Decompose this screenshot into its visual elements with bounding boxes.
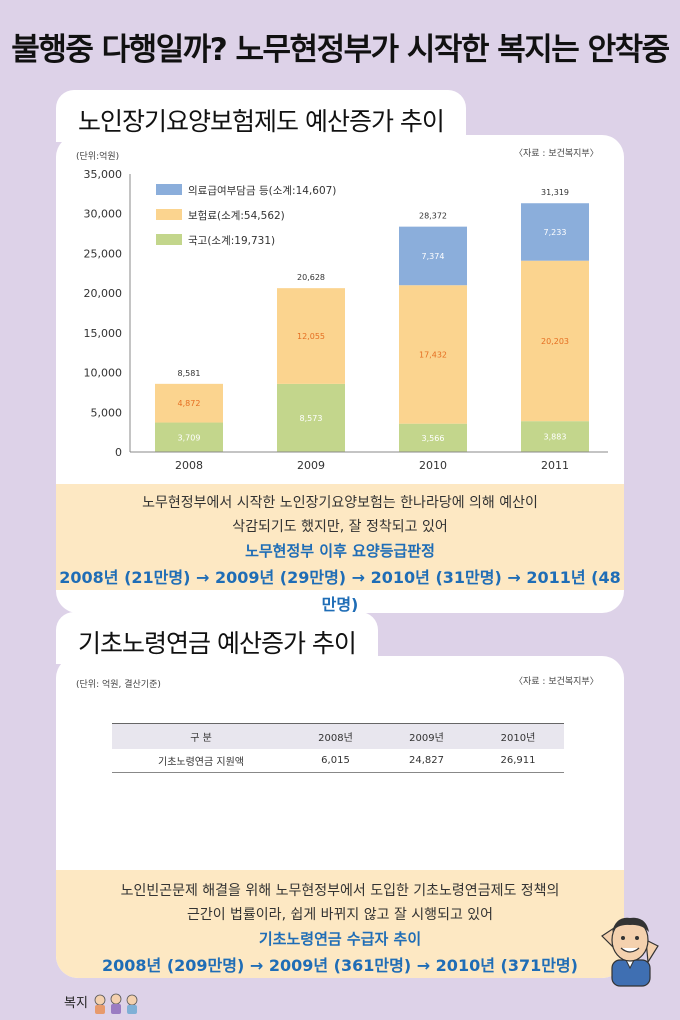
highlight-title: 기초노령연금 수급자 추이 [258,930,422,948]
bar-segment [521,260,589,422]
segment-value-label: 4,872 [178,399,201,408]
section2-tab: 기초노령연금 예산증가 추이 [56,612,378,664]
note-line: 노무현정부에서 시작한 노인장기요양보험는 한나라당에 의해 예산이 [142,495,538,511]
legend-label: 보험료(소계:54,562) [188,210,285,222]
legend-swatch [156,234,182,245]
segment-value-label: 7,374 [422,252,445,261]
table-header: 2010년 [472,723,564,749]
segment-value-label: 7,233 [544,228,567,237]
note-line: 노인빈곤문제 해결을 위해 노무현정부에서 도입한 기초노령연금제도 정책의 [120,883,560,899]
y-tick-label: 30,000 [84,208,123,221]
bar-segment [277,383,345,452]
legend-swatch [156,209,182,220]
bar-segment [399,285,467,424]
bar-segment [521,203,589,261]
table-row: 기초노령연금 지원액 6,015 24,827 26,911 [112,748,564,773]
segment-value-label: 3,883 [544,433,567,442]
x-tick-label: 2008 [175,459,203,472]
bars [155,203,589,452]
y-tick-label: 5,000 [91,406,123,419]
table-unit: (단위: 억원, 결산기준) [76,680,161,690]
main-title: 불행중 다행일까? 노무현정부가 시작한 복지는 안착중 [11,32,670,68]
table-header: 구 분 [112,723,290,749]
y-axis: 0 5,000 10,000 15,000 20,000 25,000 30,000 35,0… [84,168,131,459]
mascot-illustration [601,917,659,987]
y-tick-label: 10,000 [84,367,123,380]
bar-segment [155,422,223,452]
bar-segment [155,383,223,423]
x-tick-label: 2010 [419,459,447,472]
segment-value-label: 20,203 [541,337,569,346]
footer-label: 복지 [64,996,88,1011]
table-source: 〈자료 : 보건복지부〉 [514,677,599,687]
note-line: 삭감되기도 했지만, 잘 정착되고 있어 [232,519,448,535]
legend-label: 의료급여부담금 등(소계:14,607) [188,185,336,197]
total-value-label: 8,581 [178,369,201,378]
table-header: 2009년 [381,723,472,749]
segment-value-label: 3,709 [178,433,201,442]
total-value-label: 20,628 [297,273,325,282]
section1-tab: 노인장기요양보험제도 예산증가 추이 [56,90,466,142]
bar-segment [399,226,467,286]
highlight-data: 2008년 (209만명) → 2009년 (361만명) → 2010년 (3… [102,956,578,975]
y-tick-label: 35,000 [84,168,123,181]
highlight-title: 노무현정부 이후 요양등급판정 [245,542,435,560]
y-tick-label: 0 [115,446,122,459]
section2-note: 노인빈곤문제 해결을 위해 노무현정부에서 도입한 기초노령연금제도 정책의 근… [56,870,624,978]
section2-title: 기초노령연금 예산증가 추이 [78,629,357,658]
x-tick-label: 2009 [297,459,325,472]
highlight-data: 2008년 (21만명) → 2009년 (29만명) → 2010년 (31만… [59,568,621,614]
table-cell: 6,015 [290,748,381,773]
bar-segment [521,421,589,452]
bar-segment [399,423,467,452]
y-tick-label: 20,000 [84,287,123,300]
chart-source: 〈자료 : 보건복지부〉 [514,149,599,159]
chart-unit: (단위:억원) [76,152,120,162]
data-labels: 3,709 4,872 8,581 8,573 12,055 20,628 3,566 17,… [178,188,569,443]
legend-label: 국고(소계:19,731) [188,235,275,247]
total-value-label: 28,372 [419,212,447,221]
x-axis: 2008 2009 2010 2011 [130,451,608,472]
stacked-bar-chart: 0 5,000 10,000 15,000 20,000 25,000 30,000 35,0… [84,168,608,472]
data-table: 구 분 2008년 2009년 2010년 기초노령연금 지원액 6,015 2… [112,723,564,773]
segment-value-label: 8,573 [300,414,323,423]
x-tick-label: 2011 [541,459,569,472]
table-cell: 24,827 [381,748,472,773]
table-header-row: 구 분 2008년 2009년 2010년 [112,723,564,749]
legend-swatch [156,184,182,195]
footer: 복지 [64,992,140,1015]
section1-title: 노인장기요양보험제도 예산증가 추이 [78,107,445,136]
legend: 의료급여부담금 등(소계:14,607) 보험료(소계:54,562) 국고(소계:… [156,184,336,247]
total-value-label: 31,319 [541,188,569,197]
table-cell: 기초노령연금 지원액 [112,748,290,773]
table-header: 2008년 [290,723,381,749]
bar-segment [277,288,345,384]
y-tick-label: 25,000 [84,247,123,260]
segment-value-label: 3,566 [422,434,445,443]
family-icon [94,993,138,1014]
section1-note: 노무현정부에서 시작한 노인장기요양보험는 한나라당에 의해 예산이 삭감되기도… [56,484,624,614]
table-cell: 26,911 [472,748,564,773]
segment-value-label: 17,432 [419,350,447,359]
y-tick-label: 15,000 [84,327,123,340]
note-line: 근간이 법률이라, 쉽게 바뀌지 않고 잘 시행되고 있어 [186,907,494,923]
segment-value-label: 12,055 [297,332,325,341]
